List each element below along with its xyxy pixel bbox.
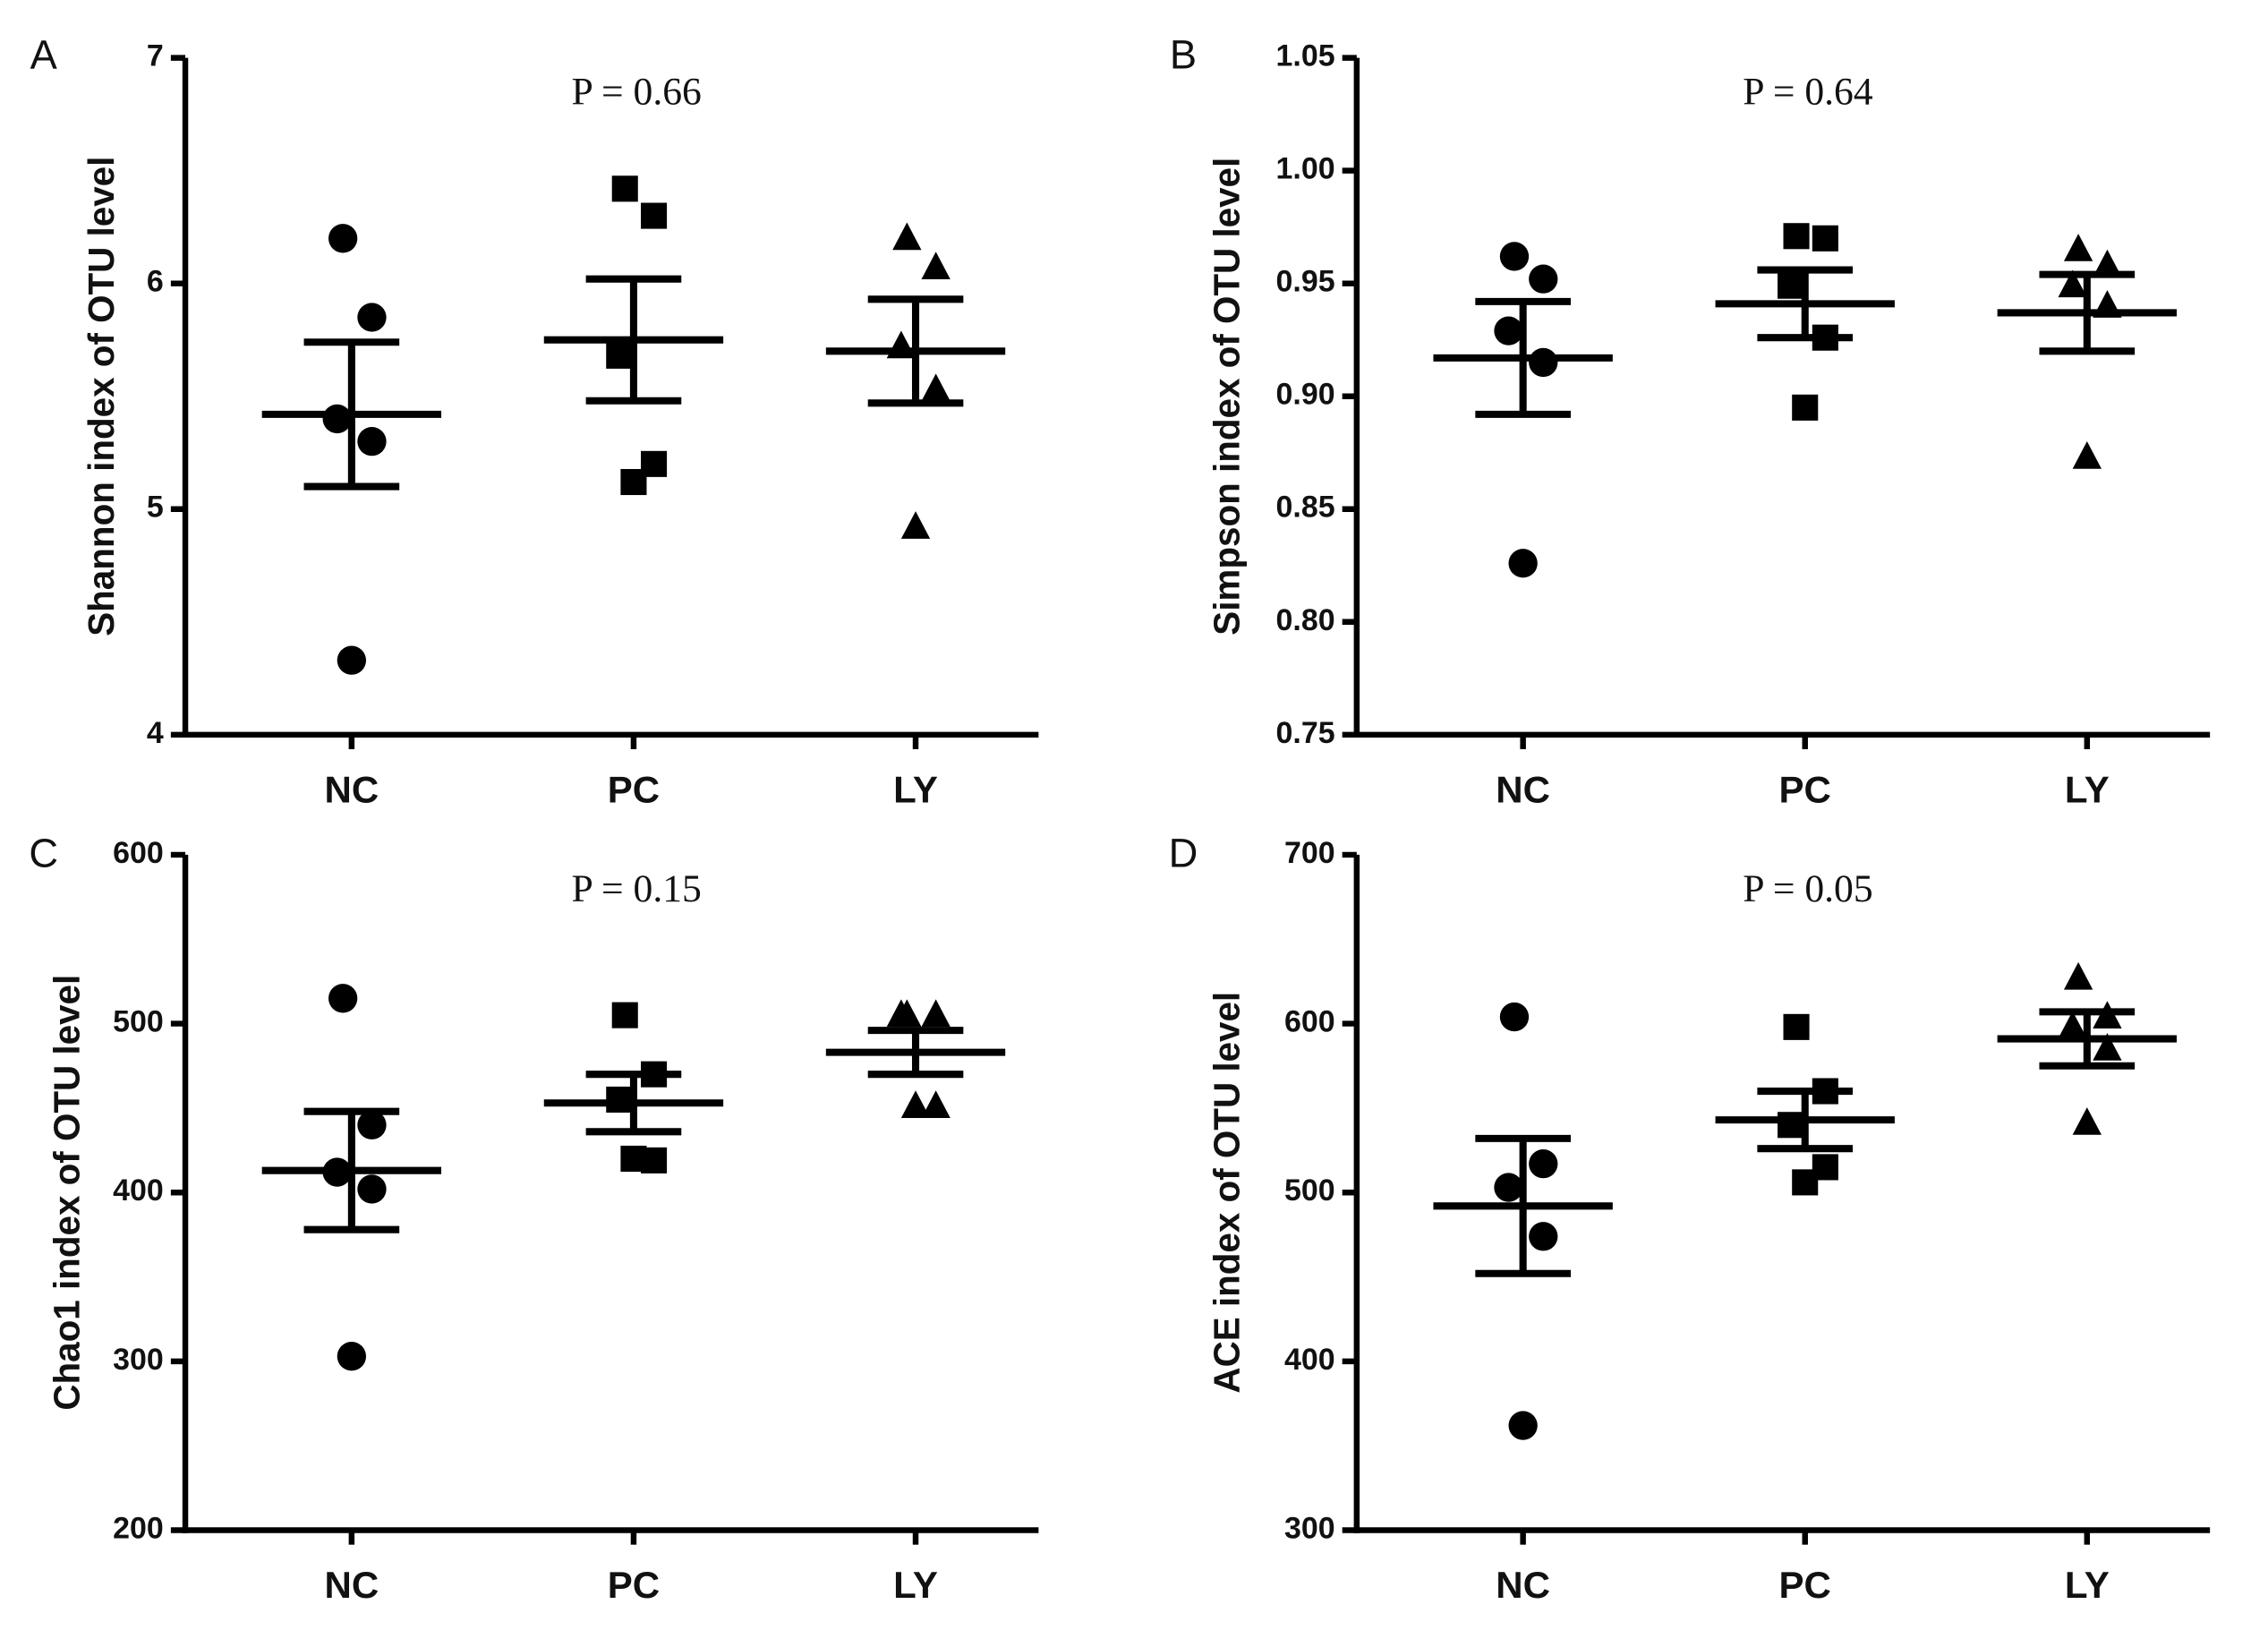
- dot: [1499, 1002, 1530, 1032]
- dot: [2093, 249, 2122, 277]
- x-tick-label: LY: [2065, 1564, 2110, 1606]
- dot: [641, 202, 668, 229]
- p-value: P = 0.05: [1743, 867, 1872, 910]
- dot: [1529, 264, 1558, 294]
- y-tick-label: 500: [113, 1005, 164, 1039]
- dot: [1783, 223, 1810, 250]
- dot: [1783, 1013, 1810, 1040]
- dot: [1529, 1222, 1558, 1251]
- dot: [921, 252, 951, 279]
- y-tick-label: 600: [1284, 1005, 1335, 1039]
- dot: [357, 303, 387, 332]
- dot: [1508, 549, 1538, 578]
- dot: [921, 1090, 951, 1118]
- dot: [2072, 1107, 2102, 1135]
- y-tick-label: 1.00: [1276, 152, 1335, 186]
- dot: [1792, 1169, 1819, 1196]
- y-tick-label: 200: [113, 1511, 164, 1545]
- dot: [2093, 1033, 2122, 1061]
- y-tick-label: 700: [1284, 836, 1335, 870]
- dot: [1508, 1411, 1538, 1440]
- y-tick-label: 0.80: [1276, 603, 1335, 637]
- y-tick-label: 0.85: [1276, 491, 1335, 525]
- dot: [1499, 242, 1530, 271]
- panel-label: C: [29, 831, 58, 876]
- y-tick-label: 5: [147, 491, 164, 525]
- dot: [1812, 225, 1838, 252]
- x-tick-label: PC: [608, 769, 660, 811]
- dot: [2063, 234, 2093, 261]
- y-axis-label: Chao1 index of OTU level: [46, 975, 87, 1411]
- p-value: P = 0.15: [571, 867, 701, 910]
- dot: [1778, 272, 1804, 299]
- panel-label: B: [1170, 32, 1197, 78]
- dot: [886, 999, 917, 1028]
- dot: [620, 1145, 647, 1173]
- dot: [2058, 269, 2087, 298]
- p-value: P = 0.64: [1743, 71, 1873, 114]
- y-tick-label: 300: [1284, 1511, 1335, 1545]
- dot: [1529, 347, 1558, 378]
- y-axis-label: Simpson index of OTU level: [1206, 158, 1247, 636]
- y-tick-label: 400: [1284, 1343, 1335, 1377]
- x-tick-label: NC: [1496, 1564, 1550, 1606]
- dot: [328, 984, 358, 1013]
- dot: [620, 468, 647, 496]
- dot: [892, 222, 922, 251]
- y-tick-label: 300: [113, 1343, 164, 1377]
- dot: [2063, 961, 2093, 990]
- x-tick-label: PC: [608, 1564, 660, 1606]
- dot: [606, 342, 633, 369]
- x-tick-label: PC: [1779, 769, 1831, 811]
- dot: [1778, 1112, 1804, 1139]
- x-tick-label: LY: [893, 1564, 938, 1606]
- dot: [611, 1002, 638, 1028]
- dot: [1494, 316, 1523, 346]
- panel-label: D: [1169, 831, 1198, 876]
- dot: [900, 511, 931, 539]
- y-axis-label: ACE index of OTU level: [1206, 992, 1247, 1394]
- dot: [1494, 1173, 1523, 1202]
- dot: [1529, 1148, 1558, 1179]
- dot: [337, 645, 367, 675]
- dot: [337, 1342, 367, 1371]
- dot: [357, 426, 387, 457]
- y-tick-label: 1.05: [1276, 39, 1335, 73]
- y-tick-label: 0.90: [1276, 378, 1335, 412]
- y-tick-label: 400: [113, 1173, 164, 1208]
- dot: [921, 999, 951, 1028]
- y-tick-label: 600: [113, 836, 164, 870]
- dot: [611, 175, 638, 202]
- y-tick-label: 7: [147, 39, 164, 73]
- dot: [357, 1174, 387, 1204]
- y-tick-label: 500: [1284, 1173, 1335, 1208]
- dot: [1792, 394, 1819, 421]
- x-tick-label: LY: [2065, 769, 2110, 811]
- x-tick-label: NC: [1496, 769, 1550, 811]
- dot: [2058, 1011, 2087, 1039]
- dot: [2072, 441, 2102, 469]
- x-tick-label: NC: [325, 769, 379, 811]
- dot: [357, 1110, 387, 1139]
- dot: [328, 224, 358, 253]
- dot: [900, 1090, 931, 1118]
- panel-label: A: [30, 32, 58, 78]
- y-tick-label: 0.95: [1276, 265, 1335, 299]
- x-tick-label: PC: [1779, 1564, 1831, 1606]
- y-tick-label: 0.75: [1276, 716, 1335, 750]
- p-value: P = 0.66: [571, 71, 701, 114]
- x-tick-label: NC: [325, 1564, 379, 1606]
- y-tick-label: 6: [147, 265, 164, 299]
- dot: [921, 373, 951, 402]
- x-tick-label: LY: [893, 769, 938, 811]
- y-axis-label: Shannon index of OTU level: [81, 157, 122, 636]
- dot: [322, 404, 352, 434]
- y-tick-label: 4: [147, 716, 164, 750]
